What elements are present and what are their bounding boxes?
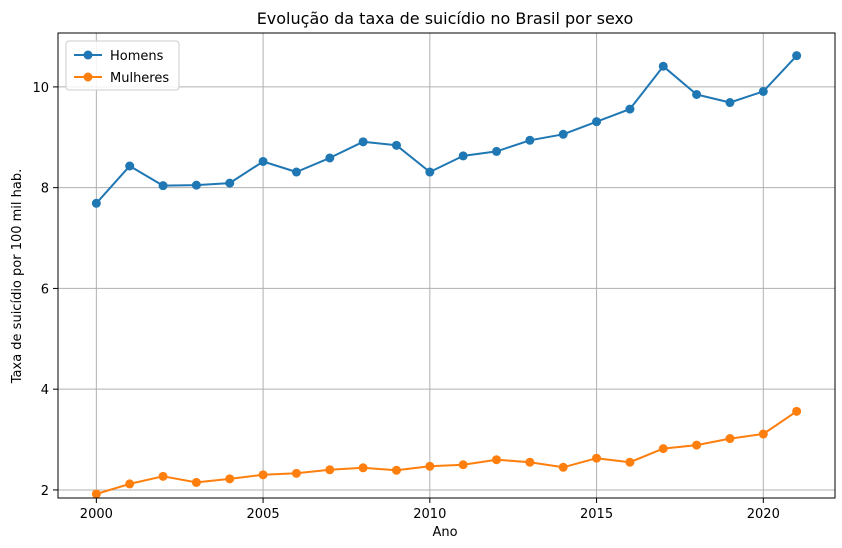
series-line-1 [96, 410, 798, 495]
x-tick-label: 2000 [80, 507, 113, 522]
data-point [758, 86, 768, 96]
legend: Homens Mulheres [65, 40, 180, 91]
data-point [391, 465, 401, 475]
data-point [458, 460, 468, 470]
chart-title: Evolução da taxa de suicídio no Brasil p… [257, 9, 634, 28]
series-line-0 [95, 55, 798, 204]
y-tick-label: 2 [41, 484, 49, 499]
legend-swatch-marker [83, 50, 93, 60]
series-layer [91, 51, 802, 499]
data-point [91, 489, 101, 499]
x-axis-label: Ano [432, 525, 457, 540]
legend-label: Mulheres [110, 71, 169, 86]
data-point [558, 129, 568, 139]
y-tick-label: 10 [32, 81, 49, 96]
data-point [291, 468, 301, 478]
data-point [492, 455, 502, 465]
x-tick-label: 2005 [247, 507, 280, 522]
data-point [258, 156, 268, 166]
y-tick-label: 8 [41, 182, 49, 197]
data-point [125, 161, 135, 171]
data-point [91, 198, 101, 208]
legend-swatch-marker [83, 72, 93, 82]
x-tick-label: 2010 [413, 507, 446, 522]
data-point [158, 181, 168, 191]
axis-ticks: 2000 2005 2010 2015 2020 2 4 6 8 10 [32, 81, 779, 522]
data-point [191, 180, 201, 190]
data-point [658, 61, 668, 71]
data-point [692, 440, 702, 450]
data-point [225, 474, 235, 484]
data-point [358, 463, 368, 473]
data-point [391, 140, 401, 150]
data-point [258, 470, 268, 480]
data-point [458, 151, 468, 161]
legend-label: Homens [110, 49, 164, 64]
data-point [625, 457, 635, 467]
data-point [225, 178, 235, 188]
data-point [692, 89, 702, 99]
plot-frame [57, 32, 836, 499]
y-axis-label: Taxa de suicídio por 100 mil hab. [10, 169, 25, 385]
x-tick-label: 2020 [747, 507, 780, 522]
data-point [658, 444, 668, 454]
data-point [191, 477, 201, 487]
y-tick-label: 6 [41, 282, 49, 297]
x-tick-label: 2015 [580, 507, 613, 522]
data-point [325, 465, 335, 475]
data-point [125, 479, 135, 489]
data-point [325, 153, 335, 163]
data-point [358, 137, 368, 147]
data-point [525, 135, 535, 145]
data-point [425, 461, 435, 471]
data-point [291, 167, 301, 177]
data-point [792, 51, 802, 61]
y-tick-label: 4 [41, 383, 49, 398]
grid-lines [58, 33, 835, 498]
data-point [492, 146, 502, 156]
data-point [758, 429, 768, 439]
data-point [625, 104, 635, 114]
data-point [558, 462, 568, 472]
data-point [725, 98, 735, 108]
data-point [425, 167, 435, 177]
data-point [725, 434, 735, 444]
data-point [158, 471, 168, 481]
data-point [592, 117, 602, 127]
data-point [792, 406, 802, 416]
data-point [592, 453, 602, 463]
data-point [525, 457, 535, 467]
